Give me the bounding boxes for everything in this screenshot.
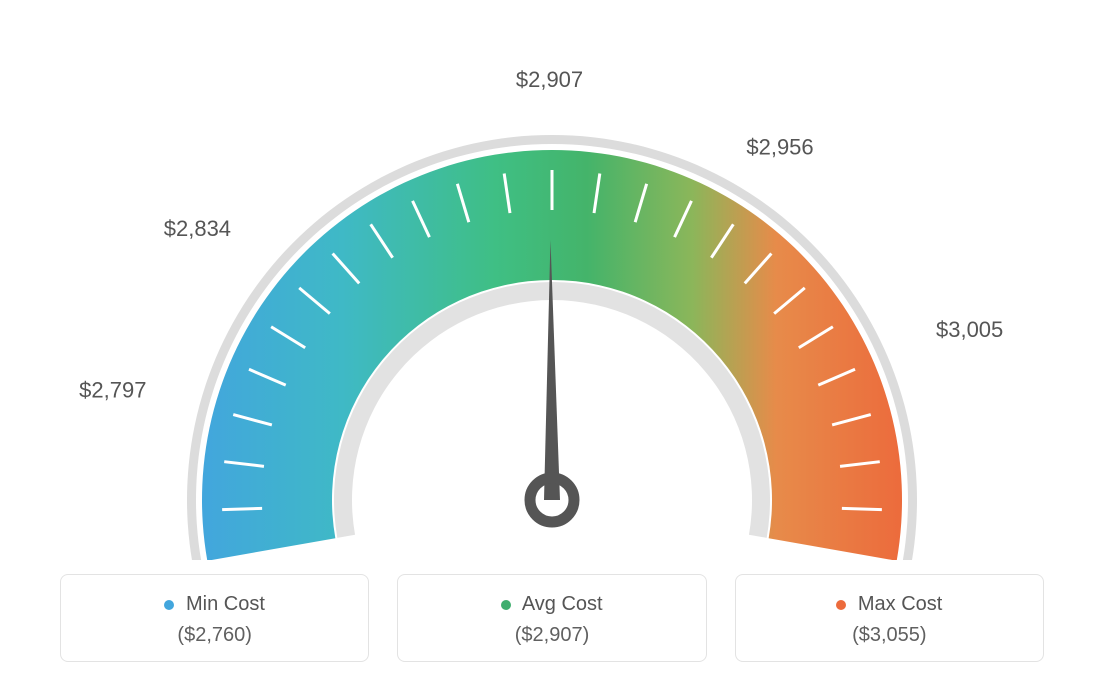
tick-label: $3,005	[936, 317, 1003, 342]
legend-dot-min	[164, 600, 174, 610]
legend-avg-value: ($2,907)	[408, 624, 695, 647]
legend-min-value: ($2,760)	[71, 624, 358, 647]
legend-avg-label: Avg Cost	[522, 593, 603, 615]
tick-label: $2,907	[516, 67, 583, 92]
legend-max-value: ($3,055)	[746, 624, 1033, 647]
tick-label: $2,956	[746, 134, 813, 159]
legend-card-max: Max Cost ($3,055)	[735, 574, 1044, 662]
legend-min-label: Min Cost	[186, 593, 265, 615]
legend-avg-title: Avg Cost	[408, 593, 695, 616]
legend-dot-avg	[501, 600, 511, 610]
minor-tick	[842, 508, 882, 509]
chart-container: $2,760$2,797$2,834$2,907$2,956$3,005$3,0…	[0, 0, 1104, 690]
tick-label: $2,797	[79, 378, 146, 403]
gauge-chart: $2,760$2,797$2,834$2,907$2,956$3,005$3,0…	[0, 0, 1104, 560]
minor-tick	[222, 508, 262, 509]
legend-card-avg: Avg Cost ($2,907)	[397, 574, 706, 662]
legend-max-title: Max Cost	[746, 593, 1033, 616]
legend-min-title: Min Cost	[71, 593, 358, 616]
tick-label: $2,834	[164, 216, 231, 241]
legend-row: Min Cost ($2,760) Avg Cost ($2,907) Max …	[60, 574, 1044, 662]
legend-dot-max	[836, 600, 846, 610]
legend-max-label: Max Cost	[858, 593, 942, 615]
legend-card-min: Min Cost ($2,760)	[60, 574, 369, 662]
